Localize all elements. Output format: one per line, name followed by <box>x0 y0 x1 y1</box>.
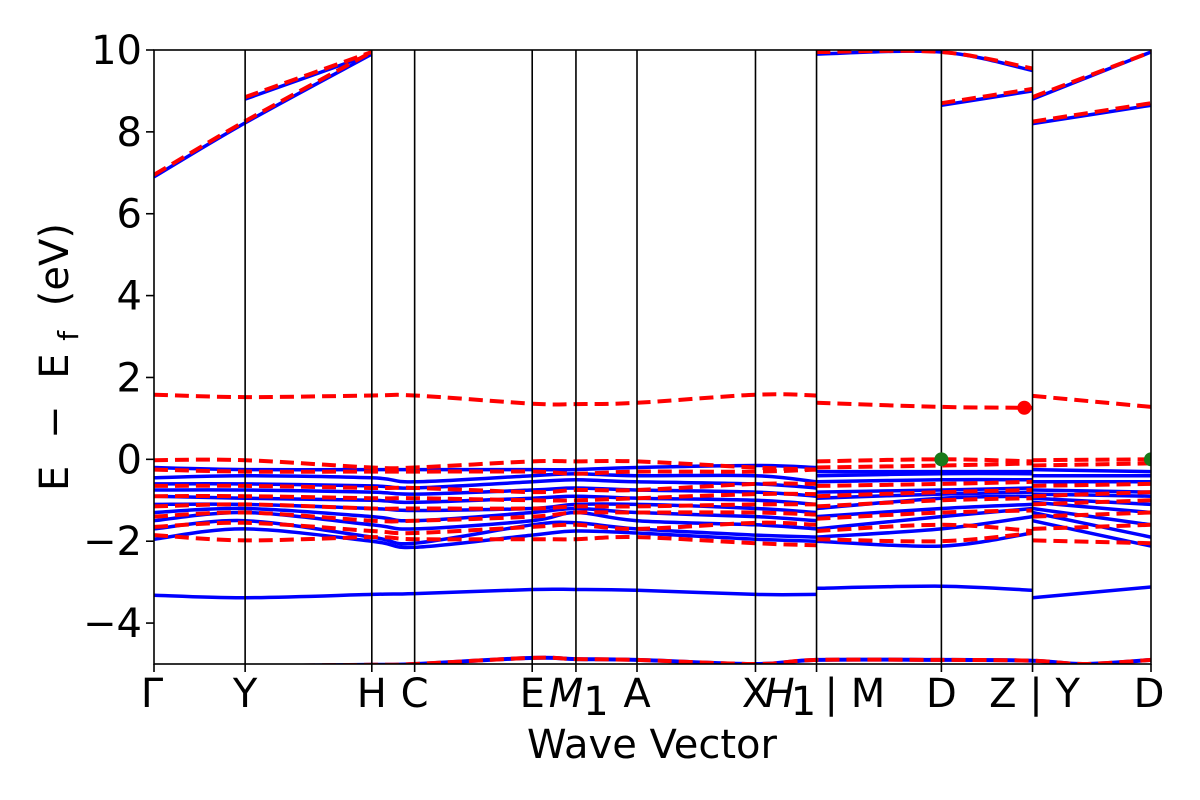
dashed-band-line <box>154 502 817 511</box>
svg-text:E − E f: E − E f (eV) <box>32 223 88 491</box>
dashed-band-line <box>1032 461 1151 468</box>
dashed-band-line <box>244 50 373 99</box>
y-axis: −4 −2 0 2 4 6 8 10 <box>83 28 154 647</box>
solid-band-line <box>1032 492 1151 498</box>
y-label-unit: (eV) <box>32 223 78 306</box>
x-tick-label: 1 <box>583 679 608 725</box>
dashed-band-line <box>154 392 817 407</box>
dashed-band-line <box>816 522 1033 533</box>
special-point-marker <box>934 452 949 467</box>
solid-band-line <box>1032 488 1151 494</box>
x-axis-label: Wave Vector <box>527 722 778 768</box>
solid-band-line <box>154 587 817 600</box>
dashed-band-line <box>816 457 1033 464</box>
x-tick-label: 1 <box>791 679 816 725</box>
dashed-band-line <box>1032 481 1151 488</box>
x-tick-label: E <box>520 671 545 717</box>
solid-band-line <box>941 89 1033 108</box>
x-tick-label: A <box>623 671 651 717</box>
dashed-band-line <box>1032 101 1151 124</box>
markers-layer <box>934 400 1151 467</box>
dashed-band-line <box>1032 393 1151 409</box>
y-tick-label: −4 <box>83 601 142 647</box>
dashed-band-line <box>154 491 817 503</box>
special-point-marker <box>1144 452 1151 467</box>
x-tick-label: D <box>926 671 957 717</box>
solid-band-line <box>816 471 1033 478</box>
dashed-band-line <box>816 496 1033 509</box>
x-tick-label: Y <box>232 671 258 717</box>
dashed-band-line <box>816 488 1033 499</box>
dashed-band-line <box>1032 522 1151 531</box>
solid-band-line <box>816 477 1033 484</box>
y-tick-label: 0 <box>117 437 142 483</box>
solid-band-line <box>154 527 817 550</box>
dashed-band-line <box>1031 50 1151 99</box>
y-tick-label: 6 <box>117 192 142 238</box>
y-label-sub: f <box>52 330 85 341</box>
x-tick-label: | M <box>825 671 886 717</box>
solid-band-line <box>154 471 817 484</box>
dashed-band-line <box>1032 490 1151 499</box>
x-tick-label: M <box>549 671 584 717</box>
dashed-band-line <box>1032 510 1151 519</box>
dashed-band-line <box>816 508 1033 521</box>
dashed-band-line <box>1032 457 1151 463</box>
solid-band-line <box>154 463 817 472</box>
y-tick-label: 10 <box>91 28 142 74</box>
y-tick-label: −2 <box>83 519 142 565</box>
y-axis-label: E − E f (eV) <box>32 223 88 491</box>
solid-band-line <box>1032 103 1151 126</box>
solid-band-line <box>154 478 817 490</box>
dashed-band-line <box>816 461 1033 470</box>
x-tick-label: H <box>357 671 387 717</box>
y-label-minus: − <box>32 405 78 439</box>
plot-frame <box>153 49 1152 665</box>
dashed-band-line <box>154 520 817 536</box>
dashed-band-line <box>1032 498 1151 507</box>
dashed-band-line <box>1032 538 1151 546</box>
solid-band-line <box>154 52 373 179</box>
dashed-band-line <box>154 481 817 495</box>
kpoint-lines <box>244 50 1034 664</box>
dashed-band-line <box>154 533 817 548</box>
x-tick-label: Z | Y <box>989 671 1080 717</box>
dashed-band-line <box>154 457 817 472</box>
y-label-e: E <box>32 466 78 491</box>
x-tick-label: C <box>401 671 429 717</box>
solid-band-line <box>154 506 817 523</box>
dashed-band-line <box>816 50 1033 71</box>
solid-band-line <box>1032 496 1151 507</box>
solid-band-line <box>1032 585 1151 600</box>
solid-band-line <box>154 494 817 507</box>
dashed-band-line <box>154 510 817 524</box>
x-tick-label: Γ <box>141 671 164 717</box>
bands-layer <box>154 50 1151 664</box>
y-tick-label: 4 <box>117 274 142 320</box>
x-tick-label: D <box>1134 671 1165 717</box>
y-tick-label: 2 <box>117 355 142 401</box>
dashed-band-line <box>154 467 817 476</box>
dashed-band-line <box>816 479 1033 488</box>
solid-band-line <box>1032 467 1151 474</box>
x-tick-label: H <box>764 671 794 717</box>
special-point-marker <box>1017 400 1032 415</box>
y-label-e2: E <box>32 353 78 378</box>
solid-band-line <box>816 50 1033 73</box>
dashed-band-line <box>816 531 1033 544</box>
dashed-band-line <box>816 400 1033 410</box>
x-tick-label: X <box>742 671 769 717</box>
solid-band-line <box>154 486 817 498</box>
y-tick-label: 8 <box>117 110 142 156</box>
dashed-band-line <box>941 86 1033 106</box>
solid-band-line <box>816 584 1033 593</box>
